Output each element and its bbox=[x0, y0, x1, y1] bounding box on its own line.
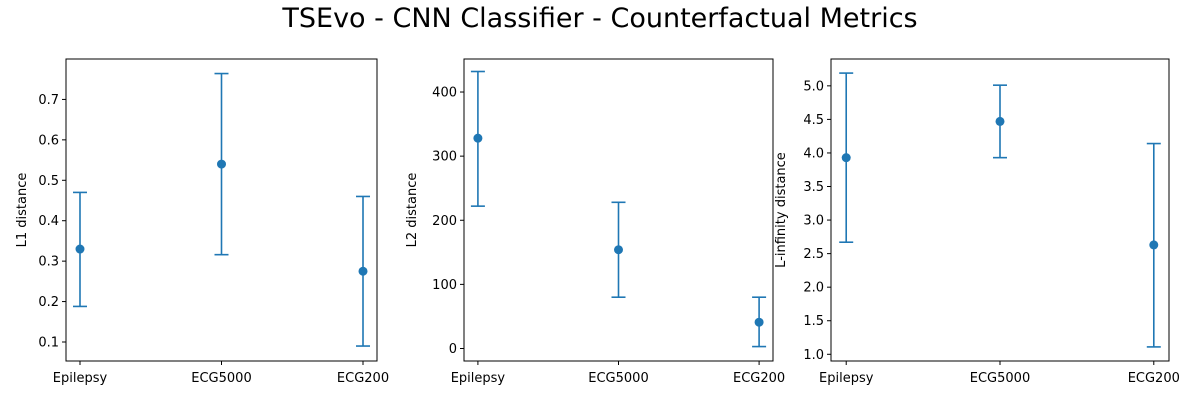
y-axis-label: L2 distance bbox=[405, 173, 420, 248]
y-tick-label: 0.4 bbox=[38, 214, 59, 229]
data-point bbox=[614, 245, 623, 255]
x-tick-label: ECG5000 bbox=[588, 371, 648, 386]
x-tick-label: Epilepsy bbox=[53, 371, 108, 386]
y-axis-label: L-infinity distance bbox=[774, 152, 789, 268]
y-tick-label: 2.0 bbox=[803, 281, 824, 296]
y-tick-label: 5.0 bbox=[803, 79, 824, 94]
y-tick-label: 3.0 bbox=[803, 214, 824, 229]
y-tick-label: 0.7 bbox=[38, 93, 59, 108]
y-tick-label: 3.5 bbox=[803, 180, 824, 195]
y-tick-label: 0.5 bbox=[38, 174, 59, 189]
data-point bbox=[473, 133, 483, 143]
y-tick-label: 300 bbox=[432, 150, 457, 165]
subplot-2: 0 100 200 300 400 Epilepsy ECG5000 ECG200 L2 dis… bbox=[405, 58, 785, 386]
data-point bbox=[75, 244, 85, 254]
data-point bbox=[841, 153, 851, 163]
x-tick-label: ECG200 bbox=[337, 371, 389, 386]
y-tick-label: 400 bbox=[432, 86, 457, 101]
x-tick-label: ECG5000 bbox=[191, 371, 251, 386]
subplot-1: 0.1 0.2 0.3 0.4 0.5 0.6 0.7 Epilepsy ECG5000 ECG2… bbox=[15, 58, 389, 386]
y-tick-label: 1.0 bbox=[803, 348, 824, 363]
y-tick-label: 100 bbox=[432, 278, 457, 293]
data-point bbox=[217, 159, 226, 169]
y-tick-label: 2.5 bbox=[803, 247, 824, 262]
y-tick-label: 200 bbox=[432, 214, 457, 229]
data-point bbox=[754, 317, 764, 327]
y-tick-label: 0 bbox=[449, 342, 457, 357]
y-axis-label: L1 distance bbox=[15, 173, 30, 248]
y-tick-label: 4.0 bbox=[803, 146, 824, 161]
y-tick-label: 1.5 bbox=[803, 314, 824, 329]
y-tick-label: 4.5 bbox=[803, 113, 824, 128]
x-tick-label: Epilepsy bbox=[819, 371, 874, 386]
x-tick-label: ECG200 bbox=[1128, 371, 1180, 386]
figure-title: TSEvo - CNN Classifier - Counterfactual … bbox=[282, 3, 918, 34]
y-tick-label: 0.1 bbox=[38, 335, 59, 350]
y-tick-label: 0.3 bbox=[38, 255, 59, 270]
data-point bbox=[995, 116, 1005, 126]
x-tick-label: Epilepsy bbox=[451, 371, 506, 386]
y-tick-label: 0.6 bbox=[38, 133, 59, 148]
subplot-3: 1.0 1.5 2.0 2.5 3.0 3.5 4.0 4.5 5.0 Epilepsy ECG50… bbox=[774, 58, 1180, 386]
data-point bbox=[358, 266, 368, 276]
y-tick-label: 0.2 bbox=[38, 295, 59, 310]
data-point bbox=[1149, 240, 1159, 250]
x-tick-label: ECG5000 bbox=[970, 371, 1030, 386]
x-tick-label: ECG200 bbox=[733, 371, 785, 386]
